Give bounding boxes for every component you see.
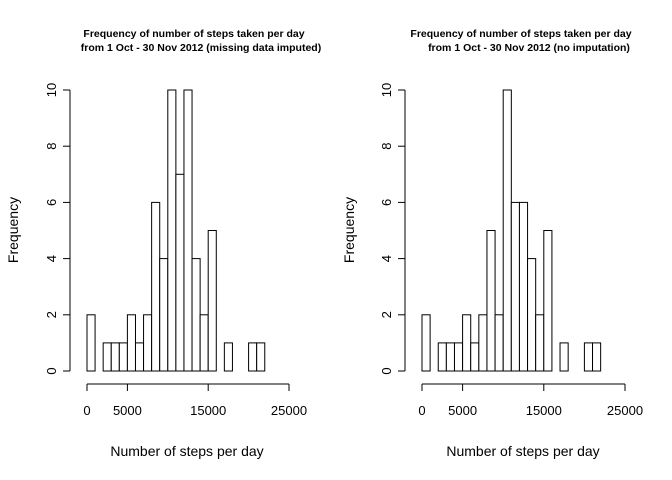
- histogram-bar: [502, 89, 512, 372]
- histogram-bar: [445, 342, 455, 372]
- x-tick-label: 0: [83, 403, 90, 418]
- chart-title: Frequency of number of steps taken per d…: [83, 28, 304, 40]
- histogram-bar: [559, 342, 569, 372]
- histogram-panel-imputed: Frequency of number of steps taken per d…: [5, 28, 321, 459]
- y-tick-label: 4: [44, 255, 59, 262]
- histogram-bar: [494, 314, 504, 372]
- histogram-bar: [207, 230, 217, 372]
- y-axis-label: Frequency: [5, 197, 21, 263]
- histogram-bar: [518, 201, 529, 372]
- histogram-bar: [486, 230, 496, 372]
- x-tick-label: 25000: [607, 403, 643, 418]
- histogram-bar: [86, 314, 96, 372]
- chart-title: Frequency of number of steps taken per d…: [410, 28, 631, 40]
- y-tick-label: 6: [379, 199, 394, 206]
- x-tick-label: 15000: [190, 403, 226, 418]
- histogram-bar: [437, 342, 447, 372]
- histogram-bar: [110, 342, 120, 372]
- histogram-bar: [535, 314, 545, 372]
- chart-subtitle: from 1 Oct - 30 Nov 2012 (missing data i…: [81, 42, 321, 54]
- histogram-bar: [510, 201, 520, 372]
- histogram-bar: [151, 201, 161, 372]
- histogram-bar: [134, 342, 145, 372]
- y-tick-label: 0: [379, 367, 394, 374]
- x-axis: 0 5000 15000 25000: [418, 383, 643, 418]
- histogram-bar: [183, 89, 193, 372]
- histogram-bar: [167, 89, 177, 372]
- y-axis: 0 2 4 6 8 10: [44, 83, 71, 375]
- histogram-bar: [191, 258, 201, 372]
- histogram-bar: [126, 314, 136, 372]
- histogram-bar: [159, 258, 169, 372]
- histogram-bar: [543, 230, 553, 372]
- bars-group: [421, 89, 602, 372]
- y-tick-label: 8: [44, 143, 59, 150]
- histogram-bar: [592, 342, 602, 372]
- x-tick-label: 0: [418, 403, 425, 418]
- bars-group: [86, 89, 266, 372]
- histogram-bar: [453, 342, 464, 372]
- histogram-bar: [583, 342, 594, 372]
- y-tick-label: 4: [379, 255, 394, 262]
- histogram-panel-no-imputation: Frequency of number of steps taken per d…: [341, 28, 643, 459]
- histogram-bar: [199, 314, 209, 372]
- y-tick-label: 10: [379, 83, 394, 97]
- x-tick-label: 5000: [113, 403, 142, 418]
- x-axis: 0 5000 15000 25000: [83, 383, 307, 418]
- histogram-bar: [143, 314, 153, 372]
- histogram-bar: [421, 314, 431, 372]
- histogram-bar: [102, 342, 112, 372]
- y-axis: 0 2 4 6 8 10: [379, 83, 406, 375]
- y-tick-label: 8: [379, 143, 394, 150]
- histogram-bar: [118, 342, 128, 372]
- x-tick-label: 15000: [526, 403, 562, 418]
- y-tick-label: 2: [44, 311, 59, 318]
- y-axis-label: Frequency: [341, 197, 357, 263]
- y-tick-label: 6: [44, 199, 59, 206]
- histogram-bar: [462, 314, 472, 372]
- x-tick-label: 25000: [271, 403, 307, 418]
- y-tick-label: 10: [44, 83, 59, 97]
- x-tick-label: 5000: [448, 403, 477, 418]
- histogram-bar: [248, 342, 258, 372]
- histogram-bar: [470, 342, 480, 372]
- chart-subtitle: from 1 Oct - 30 Nov 2012 (no imputation): [428, 42, 630, 54]
- histogram-bar: [527, 258, 537, 372]
- y-tick-label: 0: [44, 367, 59, 374]
- histogram-bar: [478, 314, 488, 372]
- y-tick-label: 2: [379, 311, 394, 318]
- histogram-bar: [223, 342, 233, 372]
- x-axis-label: Number of steps per day: [110, 443, 263, 459]
- histogram-bar: [175, 173, 185, 372]
- histogram-bar: [256, 342, 266, 372]
- x-axis-label: Number of steps per day: [446, 443, 599, 459]
